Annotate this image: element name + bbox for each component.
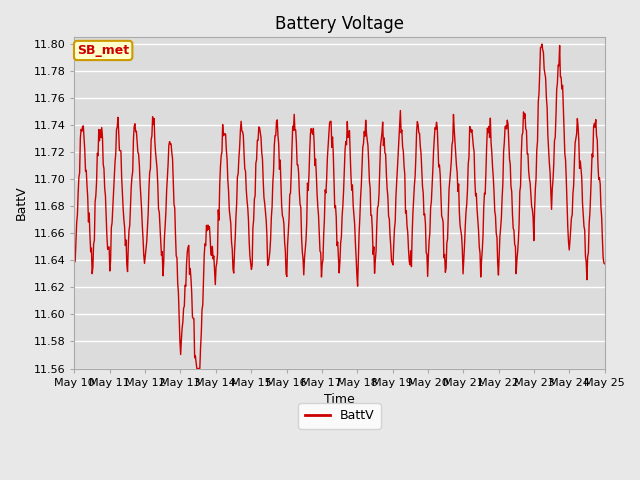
Legend: BattV: BattV <box>298 403 381 429</box>
X-axis label: Time: Time <box>324 393 355 406</box>
Text: SB_met: SB_met <box>77 44 129 57</box>
Title: Battery Voltage: Battery Voltage <box>275 15 404 33</box>
Y-axis label: BattV: BattV <box>15 186 28 220</box>
